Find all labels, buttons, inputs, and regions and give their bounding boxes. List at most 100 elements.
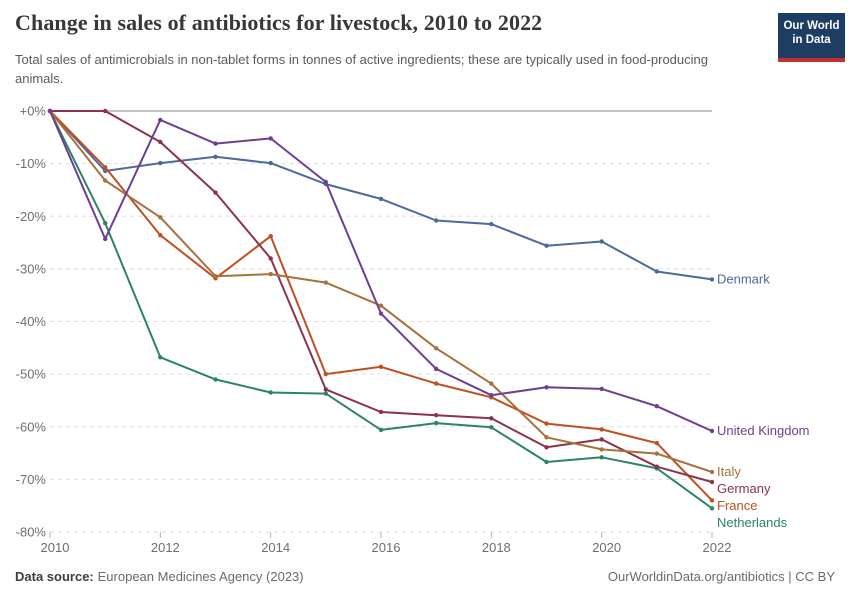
y-axis-label: -30% bbox=[16, 261, 47, 276]
data-point-italy-2013[interactable] bbox=[213, 274, 218, 279]
data-point-denmark-2012[interactable] bbox=[158, 160, 163, 166]
data-point-france-2014[interactable] bbox=[268, 234, 273, 239]
data-point-italy-2015[interactable] bbox=[323, 280, 328, 285]
data-point-denmark-2019[interactable] bbox=[544, 243, 549, 248]
data-point-netherlands-2022[interactable] bbox=[709, 506, 715, 511]
data-point-france-2022[interactable] bbox=[709, 498, 715, 503]
series-line-netherlands[interactable] bbox=[49, 110, 713, 510]
x-axis-label: 2016 bbox=[372, 540, 401, 555]
data-point-germany-2018[interactable] bbox=[489, 416, 494, 421]
series-line-united-kingdom[interactable] bbox=[49, 110, 713, 432]
data-point-united-kingdom-2015[interactable] bbox=[323, 179, 328, 185]
data-source: Data source: European Medicines Agency (2… bbox=[15, 569, 304, 584]
data-point-italy-2022[interactable] bbox=[709, 469, 715, 475]
data-point-germany-2015[interactable] bbox=[323, 387, 328, 392]
data-point-germany-2011[interactable] bbox=[103, 108, 108, 114]
page-title: Change in sales of antibiotics for lives… bbox=[15, 10, 543, 35]
data-point-netherlands-2015[interactable] bbox=[323, 391, 328, 396]
data-point-netherlands-2016[interactable] bbox=[378, 427, 384, 433]
data-point-france-2020[interactable] bbox=[599, 427, 604, 432]
data-point-denmark-2014[interactable] bbox=[268, 160, 273, 166]
attribution[interactable]: OurWorldinData.org/antibiotics | CC BY bbox=[607, 569, 835, 584]
data-point-denmark-2020[interactable] bbox=[599, 239, 604, 244]
data-point-united-kingdom-2014[interactable] bbox=[268, 136, 273, 141]
x-axis-label: 2012 bbox=[151, 540, 180, 555]
data-point-italy-2021[interactable] bbox=[654, 451, 659, 456]
data-source-label: Data source: bbox=[15, 569, 94, 584]
data-point-united-kingdom-2012[interactable] bbox=[158, 117, 163, 123]
data-point-denmark-2021[interactable] bbox=[654, 269, 659, 274]
data-point-united-kingdom-2021[interactable] bbox=[654, 404, 659, 409]
data-source-value: European Medicines Agency (2023) bbox=[97, 569, 304, 584]
y-axis-label: -10% bbox=[16, 156, 47, 171]
data-point-france-2011[interactable] bbox=[103, 165, 108, 170]
data-point-netherlands-2013[interactable] bbox=[213, 377, 218, 382]
data-point-united-kingdom-2022[interactable] bbox=[709, 428, 715, 434]
data-point-italy-2016[interactable] bbox=[378, 303, 384, 308]
series-label-italy[interactable]: Italy bbox=[717, 464, 741, 479]
series-label-denmark[interactable]: Denmark bbox=[717, 271, 770, 286]
y-axis-label: -70% bbox=[16, 472, 47, 487]
data-point-united-kingdom-2019[interactable] bbox=[544, 385, 549, 390]
data-point-netherlands-2011[interactable] bbox=[103, 220, 108, 226]
y-axis-label: -60% bbox=[16, 419, 47, 434]
data-point-germany-2016[interactable] bbox=[378, 409, 384, 415]
logo-line-1: Our World bbox=[783, 20, 840, 32]
data-point-united-kingdom-2017[interactable] bbox=[434, 366, 439, 372]
x-axis-label: 2018 bbox=[482, 540, 511, 555]
data-point-united-kingdom-2010[interactable] bbox=[47, 108, 53, 114]
data-point-denmark-2016[interactable] bbox=[378, 196, 384, 202]
y-axis-label: -80% bbox=[16, 525, 47, 540]
data-point-denmark-2013[interactable] bbox=[213, 154, 218, 159]
data-point-united-kingdom-2018[interactable] bbox=[489, 393, 494, 398]
data-point-denmark-2017[interactable] bbox=[434, 218, 439, 223]
data-point-netherlands-2019[interactable] bbox=[544, 459, 549, 465]
data-point-italy-2014[interactable] bbox=[268, 271, 273, 277]
series-label-france[interactable]: France bbox=[717, 498, 757, 513]
y-axis-label: -50% bbox=[16, 367, 47, 382]
data-point-united-kingdom-2011[interactable] bbox=[103, 236, 108, 242]
data-point-united-kingdom-2016[interactable] bbox=[378, 311, 384, 316]
series-label-netherlands[interactable]: Netherlands bbox=[717, 515, 788, 530]
y-axis-label: -20% bbox=[16, 209, 47, 224]
data-point-germany-2012[interactable] bbox=[158, 139, 163, 145]
data-point-italy-2017[interactable] bbox=[434, 346, 439, 351]
data-point-netherlands-2020[interactable] bbox=[599, 455, 604, 460]
data-point-france-2019[interactable] bbox=[544, 421, 549, 426]
data-point-netherlands-2018[interactable] bbox=[489, 425, 494, 430]
data-point-france-2012[interactable] bbox=[158, 233, 163, 238]
data-point-italy-2020[interactable] bbox=[599, 447, 604, 452]
data-point-italy-2019[interactable] bbox=[544, 435, 549, 440]
data-point-italy-2018[interactable] bbox=[489, 381, 494, 386]
data-point-germany-2019[interactable] bbox=[544, 445, 549, 450]
data-point-france-2016[interactable] bbox=[378, 364, 384, 369]
data-point-denmark-2022[interactable] bbox=[709, 277, 715, 282]
data-point-germany-2013[interactable] bbox=[213, 190, 218, 195]
x-axis-label: 2010 bbox=[41, 540, 70, 555]
data-point-france-2017[interactable] bbox=[434, 381, 439, 386]
data-point-germany-2014[interactable] bbox=[268, 256, 273, 261]
data-point-netherlands-2014[interactable] bbox=[268, 390, 273, 395]
owid-logo[interactable]: Our World in Data bbox=[778, 13, 845, 62]
data-point-germany-2022[interactable] bbox=[709, 479, 715, 485]
data-point-germany-2020[interactable] bbox=[599, 437, 604, 442]
x-axis-label: 2014 bbox=[261, 540, 290, 555]
data-point-france-2015[interactable] bbox=[323, 371, 328, 377]
data-point-denmark-2018[interactable] bbox=[489, 221, 494, 227]
y-axis-label: +0% bbox=[20, 104, 47, 119]
chart-subtitle: Total sales of antimicrobials in non-tab… bbox=[15, 52, 708, 86]
data-point-italy-2011[interactable] bbox=[103, 178, 108, 183]
data-point-united-kingdom-2013[interactable] bbox=[213, 141, 218, 146]
data-point-germany-2017[interactable] bbox=[434, 413, 439, 418]
data-point-netherlands-2012[interactable] bbox=[158, 355, 163, 360]
data-point-france-2021[interactable] bbox=[654, 440, 659, 446]
series-label-united-kingdom[interactable]: United Kingdom bbox=[717, 423, 810, 438]
data-point-germany-2021[interactable] bbox=[654, 464, 659, 469]
series-label-germany[interactable]: Germany bbox=[717, 481, 771, 496]
data-point-united-kingdom-2020[interactable] bbox=[599, 386, 604, 392]
logo-line-2: in Data bbox=[792, 34, 831, 46]
data-point-netherlands-2017[interactable] bbox=[434, 420, 439, 426]
data-point-italy-2012[interactable] bbox=[158, 215, 163, 220]
